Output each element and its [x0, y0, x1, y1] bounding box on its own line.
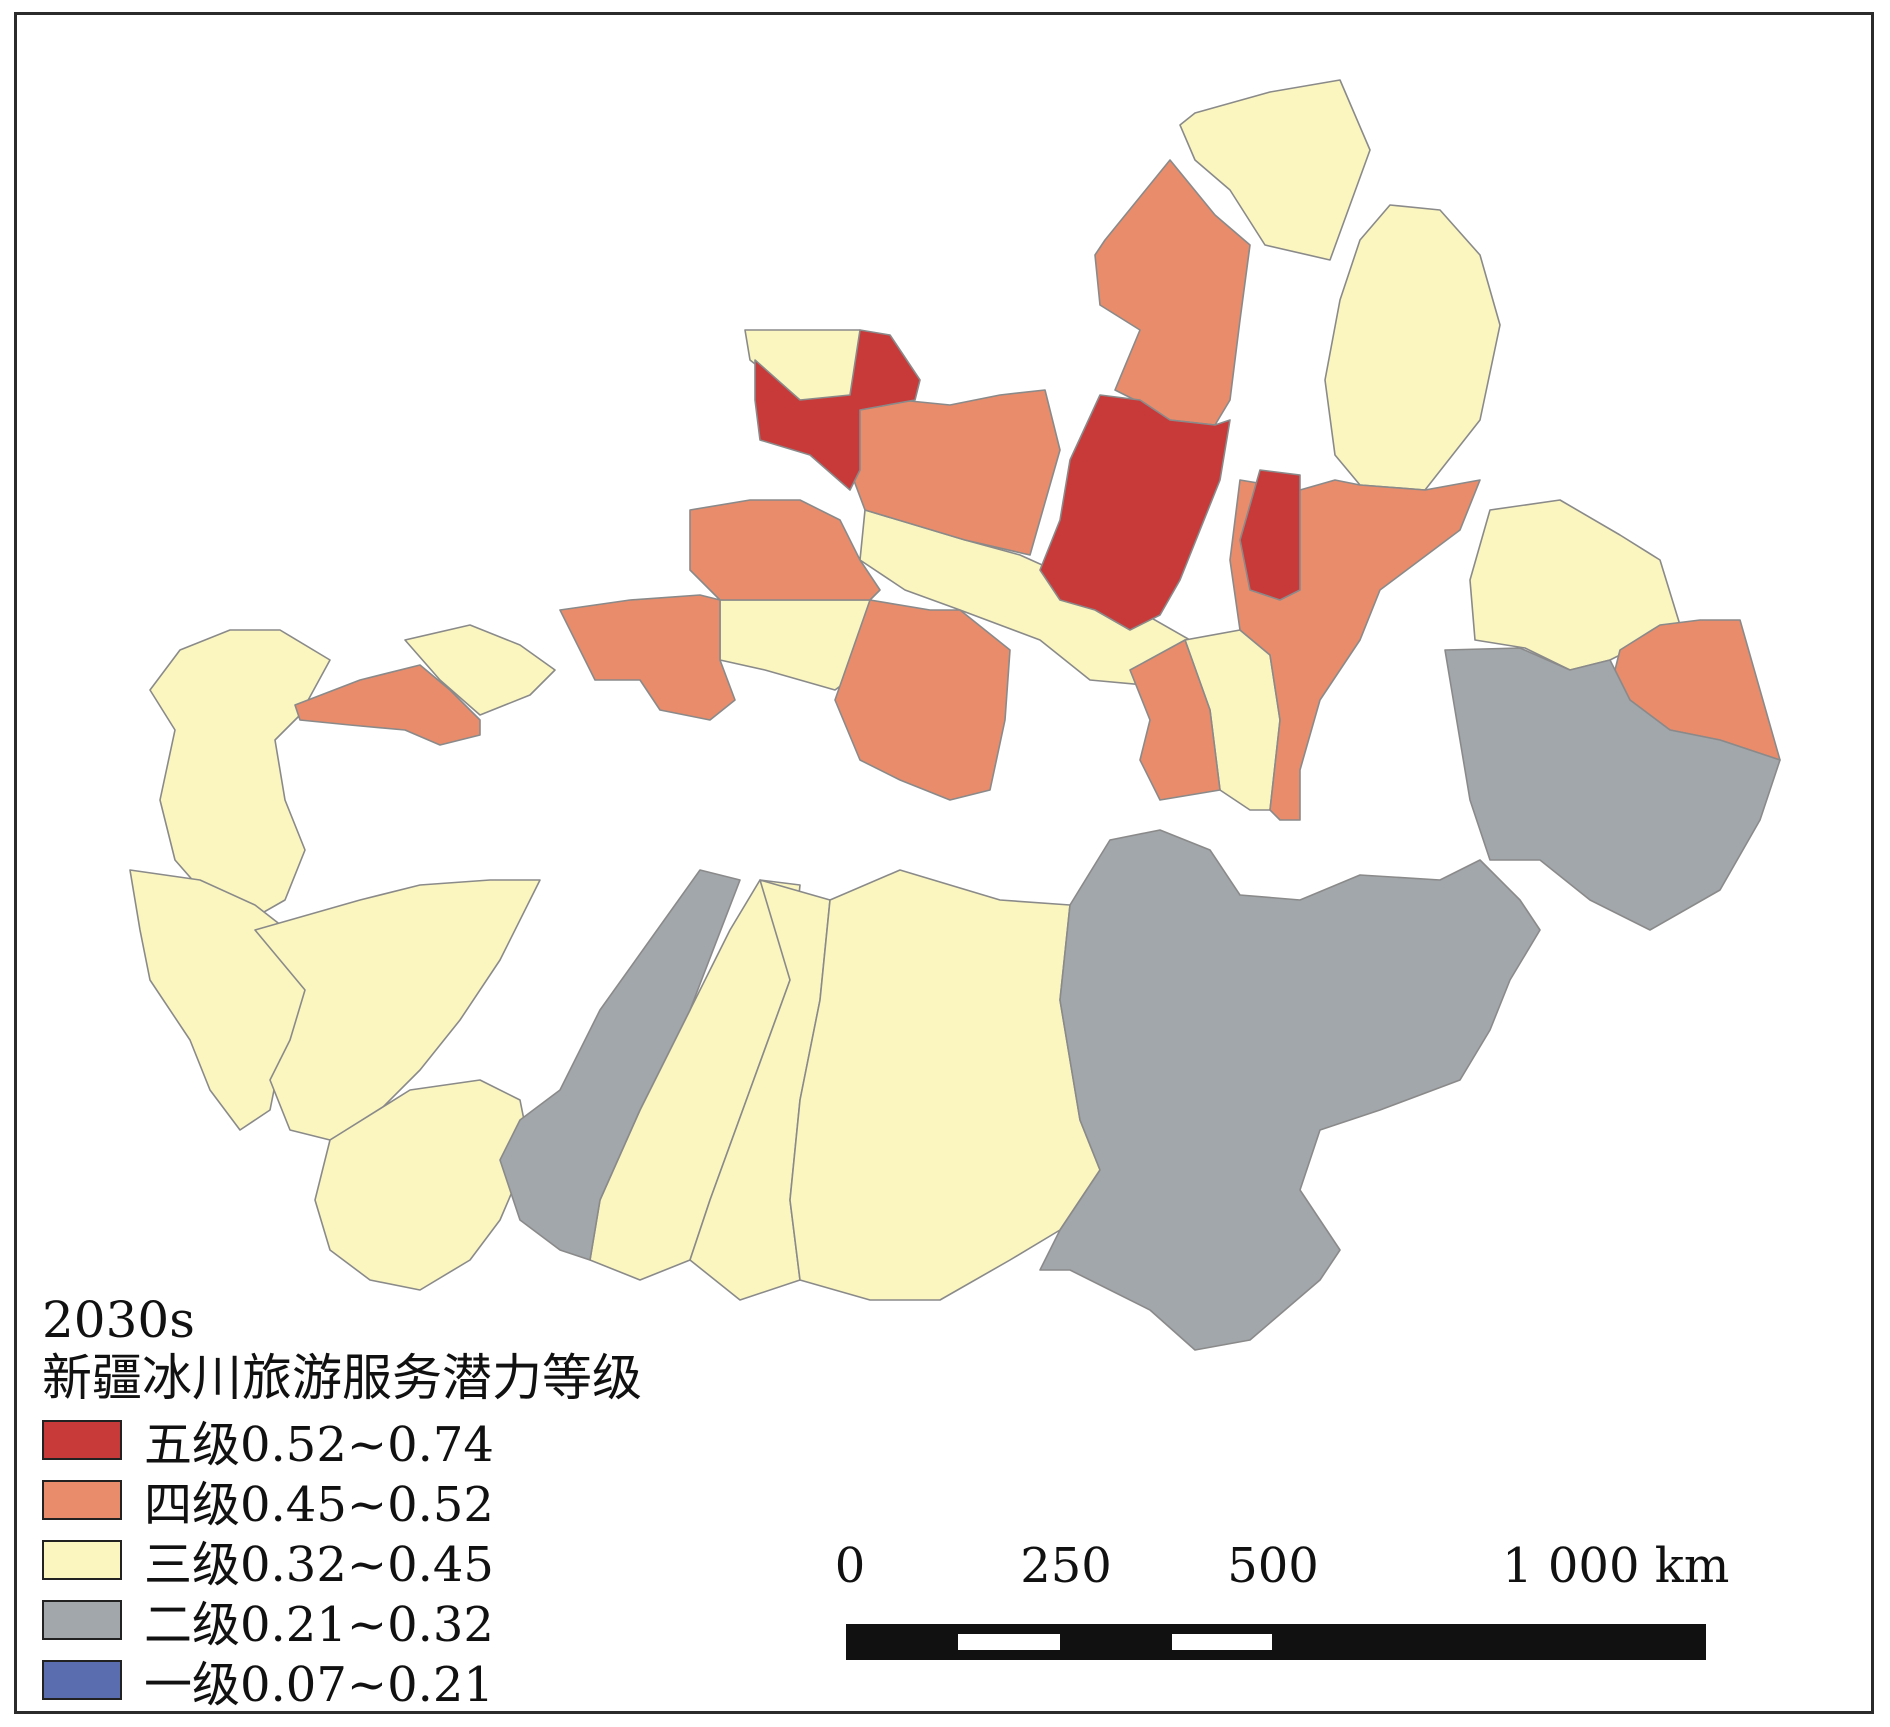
region-kashgar-center: [254, 879, 541, 1141]
legend-item-level2: 二级0.21~0.32: [42, 1590, 642, 1653]
region-west-mid: [559, 594, 736, 721]
region-east-large: [1039, 829, 1541, 1351]
scale-bar-segment-2: [1172, 1634, 1272, 1650]
region-west-ili: [404, 624, 556, 716]
legend-item-level1: 一级0.07~0.21: [42, 1650, 642, 1713]
legend-item-level4: 四级0.45~0.52: [42, 1470, 642, 1533]
region-north-central-main: [1039, 394, 1231, 631]
legend-label-level4: 四级0.45~0.52: [144, 1477, 494, 1533]
region-east-central: [1129, 639, 1221, 801]
scale-label-0: 0: [834, 1538, 866, 1594]
level5-regions: [754, 329, 1301, 631]
region-south-west-strip: [499, 869, 741, 1261]
region-north-upper: [1094, 159, 1251, 426]
region-east-hami: [1444, 647, 1781, 931]
legend-year: 2030s: [42, 1291, 195, 1349]
legend-swatch-level5: [42, 1420, 122, 1460]
legend-label-level3: 三级0.32~0.45: [144, 1537, 494, 1593]
scale-bar-segment-1: [958, 1634, 1060, 1650]
legend-label-level2: 二级0.21~0.32: [144, 1597, 494, 1653]
region-west-ridge: [689, 499, 881, 601]
legend-swatch-level2: [42, 1600, 122, 1640]
scale-label-250: 250: [1020, 1538, 1112, 1594]
level4-regions: [294, 159, 1781, 821]
legend-swatch-level3: [42, 1540, 122, 1580]
region-far-west-column: [149, 629, 331, 921]
region-west-tail: [294, 664, 481, 746]
legend-label-level5: 五级0.52~0.74: [144, 1417, 494, 1473]
region-northwest-west: [849, 389, 1061, 556]
legend-swatch-level4: [42, 1480, 122, 1520]
legend-title: 新疆冰川旅游服务潜力等级: [42, 1349, 642, 1407]
region-hotan-east: [789, 869, 1101, 1301]
level3-regions: [129, 79, 1681, 1301]
region-central-south: [834, 599, 1011, 801]
legend: 2030s 新疆冰川旅游服务潜力等级 五级0.52~0.74 四级0.45~0.…: [42, 1291, 642, 1713]
scale-bar-track: [846, 1624, 1706, 1660]
region-northwest-tacheng: [754, 329, 921, 491]
legend-label-level1: 一级0.07~0.21: [144, 1657, 494, 1713]
scale-label-500: 500: [1227, 1538, 1319, 1594]
region-far-north-altay: [1179, 79, 1371, 261]
scale-label-1000: 1 000 km: [1502, 1538, 1730, 1594]
region-southwest-lobe: [314, 1079, 531, 1291]
region-north-east-small: [1239, 469, 1301, 601]
scale-bar: 0 250 500 1 000 km: [834, 1538, 1729, 1668]
legend-item-level3: 三级0.32~0.45: [42, 1530, 642, 1593]
region-central-strip: [859, 509, 1191, 686]
level2-regions: [499, 647, 1781, 1351]
region-north-east-strip: [1324, 204, 1501, 491]
legend-item-level5: 五级0.52~0.74: [42, 1410, 642, 1473]
legend-swatch-level1: [42, 1660, 122, 1700]
